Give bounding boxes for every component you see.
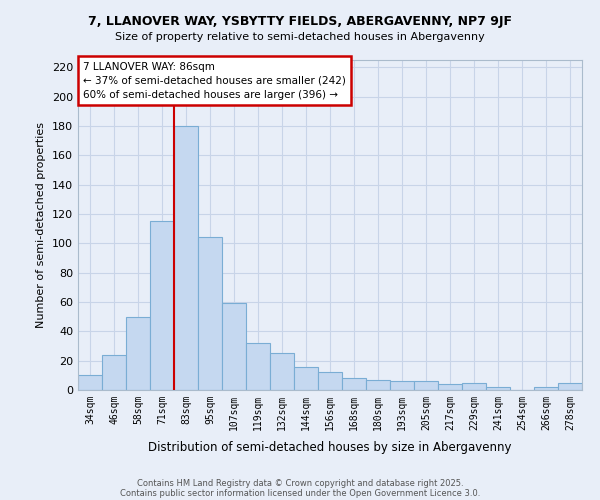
Bar <box>366 380 390 390</box>
Bar <box>294 366 318 390</box>
Bar <box>174 126 198 390</box>
Bar <box>534 387 558 390</box>
Text: Size of property relative to semi-detached houses in Abergavenny: Size of property relative to semi-detach… <box>115 32 485 42</box>
Text: Contains HM Land Registry data © Crown copyright and database right 2025.: Contains HM Land Registry data © Crown c… <box>137 478 463 488</box>
Bar <box>150 222 174 390</box>
Bar <box>486 387 510 390</box>
X-axis label: Distribution of semi-detached houses by size in Abergavenny: Distribution of semi-detached houses by … <box>148 441 512 454</box>
Bar <box>438 384 462 390</box>
Y-axis label: Number of semi-detached properties: Number of semi-detached properties <box>37 122 46 328</box>
Bar <box>414 381 438 390</box>
Bar <box>558 382 582 390</box>
Bar <box>462 382 486 390</box>
Bar <box>246 343 270 390</box>
Bar <box>342 378 366 390</box>
Text: 7, LLANOVER WAY, YSBYTTY FIELDS, ABERGAVENNY, NP7 9JF: 7, LLANOVER WAY, YSBYTTY FIELDS, ABERGAV… <box>88 15 512 28</box>
Text: 7 LLANOVER WAY: 86sqm
← 37% of semi-detached houses are smaller (242)
60% of sem: 7 LLANOVER WAY: 86sqm ← 37% of semi-deta… <box>83 62 346 100</box>
Bar <box>102 355 126 390</box>
Text: Contains public sector information licensed under the Open Government Licence 3.: Contains public sector information licen… <box>120 488 480 498</box>
Bar <box>318 372 342 390</box>
Bar <box>222 304 246 390</box>
Bar <box>390 381 414 390</box>
Bar <box>126 316 150 390</box>
Bar <box>270 354 294 390</box>
Bar <box>198 238 222 390</box>
Bar <box>78 376 102 390</box>
